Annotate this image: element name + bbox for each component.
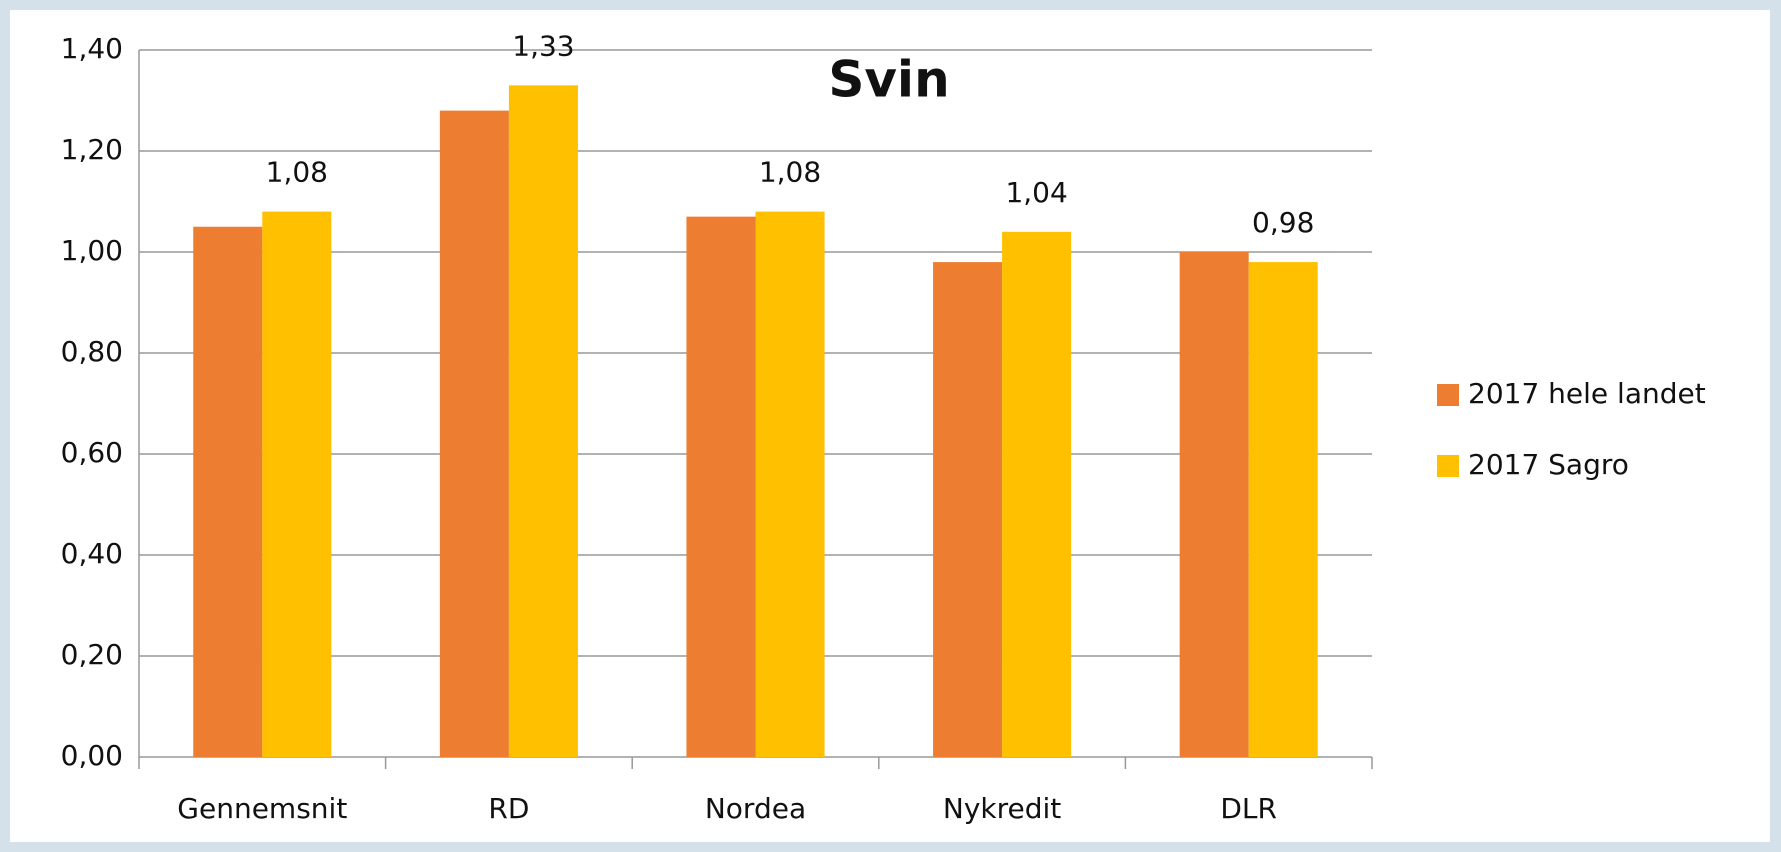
legend-label: 2017 Sagro	[1468, 448, 1629, 481]
data-label: 0,98	[1252, 206, 1314, 239]
y-tick-label: 0,00	[61, 739, 123, 772]
bar	[193, 226, 263, 757]
x-tick-label: RD	[488, 792, 529, 825]
y-tick-label: 1,20	[61, 133, 123, 166]
bar	[933, 262, 1003, 757]
y-tick-label: 0,40	[61, 537, 123, 570]
y-tick-label: 1,40	[61, 32, 123, 65]
y-tick-label: 0,20	[61, 638, 123, 671]
legend-swatch	[1437, 455, 1459, 477]
data-label: 1,04	[1005, 176, 1067, 209]
data-label: 1,08	[759, 156, 821, 189]
y-tick-label: 0,80	[61, 335, 123, 368]
bar	[686, 216, 756, 757]
bar	[439, 110, 509, 758]
y-tick-label: 0,60	[61, 436, 123, 469]
x-tick-label: Nordea	[705, 792, 806, 825]
bar	[1179, 252, 1249, 757]
x-tick-label: Nykredit	[943, 792, 1061, 825]
bar	[755, 211, 825, 758]
bar	[1248, 262, 1318, 757]
data-label: 1,33	[512, 29, 574, 62]
legend-label: 2017 hele landet	[1468, 377, 1706, 410]
legend-swatch	[1437, 384, 1459, 406]
chart-title: Svin	[828, 51, 949, 109]
bar	[262, 211, 332, 758]
y-tick-label: 1,00	[61, 234, 123, 267]
bar	[1002, 231, 1072, 758]
bar	[508, 85, 578, 758]
x-tick-label: Gennemsnit	[177, 792, 347, 825]
x-tick-label: DLR	[1220, 792, 1277, 825]
data-label: 1,08	[266, 156, 328, 189]
